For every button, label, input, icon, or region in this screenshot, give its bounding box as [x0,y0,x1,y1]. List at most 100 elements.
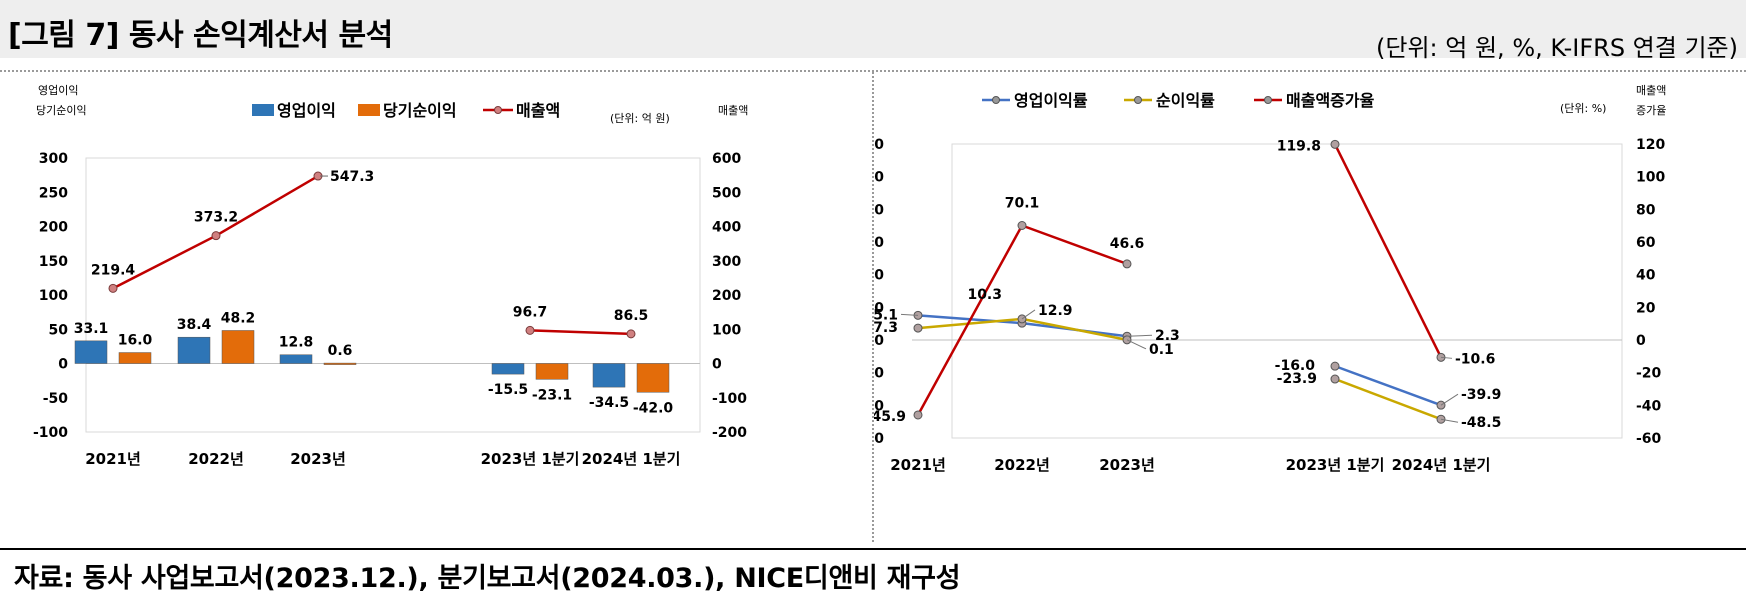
left-tick-label: 200 [39,220,68,236]
legend-marker [1134,96,1142,104]
leader-line [1440,418,1459,423]
plot-area [85,157,701,433]
bar [177,336,211,364]
left-tick-label: 20 [874,300,884,316]
unit-label: (단위: 억 원) [610,112,670,125]
legend-label: 당기순이익 [383,101,457,120]
right-axis-title: 증가율 [1636,104,1666,117]
leader-line [1126,334,1153,337]
series-line [529,329,632,336]
right-tick-label: -40 [1636,398,1662,414]
bar [118,352,152,364]
bar [535,363,569,380]
line-point [626,329,636,339]
line-value-label: 46.6 [1110,236,1145,252]
header-bar [0,0,1746,58]
legend-marker [1264,96,1272,104]
right-tick-label: -200 [712,425,747,441]
left-tick-label: 80 [874,202,884,218]
right-tick-label: 40 [1636,268,1656,284]
right-tick-label: 100 [1636,170,1665,186]
series-line [1334,377,1442,421]
bar [221,330,255,364]
right-tick-label: 60 [1636,235,1656,251]
line-value-label: 86.5 [614,308,649,324]
page-title: [그림 7] 동사 손익계산서 분석 [8,18,393,53]
panel-divider [872,72,874,542]
line-value-label: 12.9 [1038,303,1073,319]
left-tick-label: 300 [39,151,68,167]
line-value-label: 96.7 [513,304,548,320]
line-point [108,283,118,293]
left-tick-label: 250 [39,185,68,201]
line-value-label: -16.0 [1275,358,1316,374]
legend-label: 영업이익률 [1014,91,1088,110]
left-tick-label: 50 [49,322,69,338]
legend-label: 순이익률 [1156,91,1215,110]
legend-marker [992,96,1000,104]
line-point [1330,139,1340,149]
right-tick-label: 100 [712,322,741,338]
category-label: 2023년 1분기 [481,450,580,468]
right-axis-title: 매출액 [718,104,748,117]
bar-value-label: -23.1 [532,387,572,403]
line-point [1330,374,1340,384]
line-value-label: 15.1 [874,307,898,323]
line-point [1330,361,1340,371]
legend-marker [494,106,502,114]
category-label: 2021년 [890,456,946,474]
category-label: 2024년 1분기 [1392,456,1491,474]
left-tick-label: -50 [43,391,69,407]
category-label: 2024년 1분기 [582,450,681,468]
legend-swatch [252,104,274,116]
bar [491,363,525,375]
left-tick-label: 120 [874,137,884,153]
leader-line [1440,356,1453,359]
line-value-label: 7.3 [874,320,898,336]
right-tick-label: -100 [712,391,747,407]
leader-line [1440,393,1459,406]
bar-value-label: -15.5 [488,382,528,398]
right-tick-label: 0 [712,357,722,373]
category-label: 2023년 [290,450,346,468]
left-tick-label: -100 [33,425,68,441]
right-axis-title: 매출액 [1636,84,1666,97]
right-tick-label: 200 [712,288,741,304]
left-tick-label: -20 [874,366,884,382]
left-tick-label: 150 [39,254,68,270]
chart-income-ratios: -60 -40 -20 0 20 40 60 80 100 120 -60 -40 -20 0 20 40 60… [874,84,1666,474]
line-value-label: 119.8 [1277,138,1321,154]
line-value-label: 2.3 [1155,328,1180,344]
chart-income-amounts: -100 -50 0 50 100 150 200 250 300 -200 -100 0 100 200… [33,84,748,468]
source-note: 자료: 동사 사업보고서(2023.12.), 분기보고서(2024.03.),… [14,563,961,594]
legend-swatch [358,104,380,116]
line-point [211,231,221,241]
left-axis-title: 당기순이익 [36,104,87,117]
line-value-label: -45.9 [874,409,906,425]
bar [592,363,626,388]
line-point [1017,221,1027,231]
leader-line [1126,339,1147,350]
line-value-label: 219.4 [91,262,136,278]
bar [636,363,670,393]
bar-value-label: 12.8 [279,335,314,351]
line-value-label: 547.3 [330,169,374,185]
category-label: 2022년 [994,456,1050,474]
category-label: 2022년 [188,450,244,468]
left-tick-label: -60 [874,431,884,447]
bar-value-label: -42.0 [633,400,674,416]
category-label: 2023년 [1099,456,1155,474]
left-tick-label: 60 [874,235,884,251]
right-tick-label: 300 [712,254,741,270]
legend-label: 매출액증가율 [1286,91,1375,110]
line-point [913,410,923,420]
line-value-label: 10.3 [967,287,1002,303]
left-tick-label: 0 [874,333,884,349]
unit-note: (단위: 억 원, %, K-IFRS 연결 기준) [1376,34,1738,62]
line-point [1122,259,1132,269]
category-label: 2023년 1분기 [1286,456,1385,474]
leader-line [1021,309,1036,320]
legend-label: 영업이익 [277,101,336,120]
bar-value-label: 38.4 [177,317,212,333]
line-value-label: -39.9 [1461,387,1501,403]
